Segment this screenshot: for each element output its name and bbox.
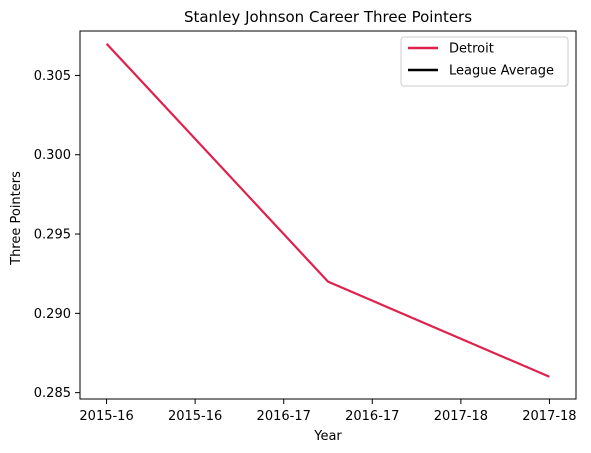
y-tick-label: 0.300 (34, 148, 71, 163)
x-tick-label: 2015-16 (168, 409, 222, 424)
x-tick-label: 2015-16 (79, 409, 133, 424)
chart-title: Stanley Johnson Career Three Pointers (184, 8, 472, 26)
y-tick-label: 0.305 (34, 69, 71, 84)
y-tick-label: 0.285 (34, 386, 71, 401)
series-layer (107, 44, 550, 377)
x-tick-label: 2016-17 (345, 409, 399, 424)
x-axis-label: Year (313, 429, 342, 444)
series-line-detroit (107, 44, 550, 377)
legend-label: League Average (449, 64, 554, 79)
y-tick-label: 0.290 (34, 307, 71, 322)
legend-label: Detroit (449, 42, 494, 57)
legend: Detroit League Average (401, 37, 568, 86)
y-axis-label: Three Pointers (9, 171, 24, 266)
x-tick-label: 2017-18 (434, 409, 488, 424)
x-axis: 2015-16 2015-16 2016-17 2016-17 2017-18 2017-… (79, 399, 576, 424)
x-tick-label: 2017-18 (522, 409, 576, 424)
x-tick-label: 2016-17 (257, 409, 311, 424)
y-tick-label: 0.295 (34, 228, 71, 243)
y-axis: 0.285 0.290 0.295 0.300 0.305 (34, 69, 80, 401)
